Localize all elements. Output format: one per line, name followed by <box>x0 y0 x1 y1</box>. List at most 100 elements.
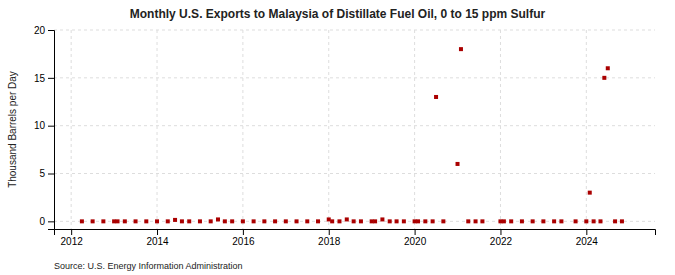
tick-label: 2012 <box>61 236 84 247</box>
point <box>273 219 277 223</box>
title: Monthly U.S. Exports to Malaysia of Dist… <box>130 7 546 21</box>
point <box>620 219 624 223</box>
y-axis: 0 5 10 15 20 <box>34 25 55 230</box>
tick: 2016 <box>232 229 255 247</box>
tick-mark <box>329 229 330 235</box>
point <box>112 219 116 223</box>
tick-mark <box>48 126 54 127</box>
tick-mark <box>71 229 72 235</box>
grid-line <box>500 30 501 229</box>
point <box>373 219 377 223</box>
point <box>434 95 438 99</box>
point <box>166 219 170 223</box>
tick: 2018 <box>318 229 341 247</box>
point <box>395 219 399 223</box>
tick-label: 15 <box>34 73 46 84</box>
grid-line <box>71 30 72 229</box>
point <box>91 219 95 223</box>
point <box>402 219 406 223</box>
point <box>252 219 256 223</box>
point <box>223 219 227 223</box>
point <box>295 219 299 223</box>
point <box>498 219 502 223</box>
grid <box>54 30 655 229</box>
chart: 2012 2014 2016 2018 2020 2022 2024 0 5 10 15 20 Mont… <box>0 0 675 275</box>
point <box>198 219 202 223</box>
tick-label: 0 <box>39 216 45 227</box>
point <box>423 219 427 223</box>
point <box>209 219 213 223</box>
point <box>116 219 120 223</box>
axis-line <box>48 31 55 230</box>
tick: 20 <box>34 25 54 36</box>
point <box>305 219 309 223</box>
tick-label: 2018 <box>318 236 341 247</box>
tick: 5 <box>39 168 54 179</box>
point <box>584 219 588 223</box>
tick: 2012 <box>61 229 84 247</box>
tick: 2024 <box>576 229 599 247</box>
point <box>370 219 374 223</box>
point <box>345 217 349 221</box>
tick-mark <box>157 229 158 235</box>
point <box>173 218 177 222</box>
point <box>241 219 245 223</box>
grid-line <box>54 30 655 31</box>
point <box>588 191 592 195</box>
tick: 2022 <box>490 229 513 247</box>
tick-label: 20 <box>34 25 46 36</box>
point <box>330 219 334 223</box>
point <box>413 219 417 223</box>
tick-label: 2014 <box>146 236 169 247</box>
axis-line <box>55 230 656 236</box>
point <box>480 219 484 223</box>
point <box>327 217 331 221</box>
point <box>155 219 159 223</box>
point <box>459 47 463 51</box>
point <box>602 76 606 80</box>
point <box>380 217 384 221</box>
point <box>598 219 602 223</box>
point <box>388 219 392 223</box>
point <box>216 217 220 221</box>
point <box>134 219 138 223</box>
point <box>352 219 356 223</box>
point <box>337 219 341 223</box>
point <box>316 219 320 223</box>
grid-line <box>54 173 655 174</box>
point <box>520 219 524 223</box>
grid-line <box>54 125 655 126</box>
x-axis: 2012 2014 2016 2018 2020 2022 2024 <box>55 229 656 247</box>
point <box>474 219 478 223</box>
tick: 0 <box>39 216 54 227</box>
grid-line <box>414 30 415 229</box>
point <box>80 219 84 223</box>
grid-line <box>328 30 329 229</box>
tick-label: 10 <box>34 120 46 131</box>
tick-label: 5 <box>39 168 45 179</box>
point <box>180 219 184 223</box>
point <box>541 219 545 223</box>
point <box>416 219 420 223</box>
point <box>123 219 127 223</box>
tick-label: 2022 <box>490 236 513 247</box>
point <box>466 219 470 223</box>
point <box>187 219 191 223</box>
point <box>456 162 460 166</box>
point <box>502 219 506 223</box>
point <box>574 219 578 223</box>
point <box>431 219 435 223</box>
point <box>531 219 535 223</box>
grid-line <box>586 30 587 229</box>
annotation: Source: U.S. Energy Information Administ… <box>54 261 243 271</box>
tick: 10 <box>34 120 54 131</box>
point <box>262 219 266 223</box>
tick-label: 2020 <box>404 236 427 247</box>
tick-label: 2016 <box>232 236 255 247</box>
point <box>613 219 617 223</box>
grid-line <box>242 30 243 229</box>
point <box>592 219 596 223</box>
point <box>230 219 234 223</box>
tick-label: 2024 <box>576 236 599 247</box>
tick-mark <box>48 221 54 222</box>
